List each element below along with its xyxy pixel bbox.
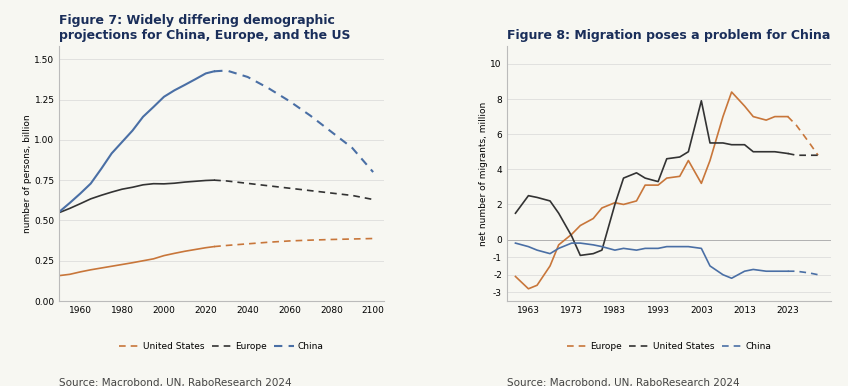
Text: Figure 7: Widely differing demographic
projections for China, Europe, and the US: Figure 7: Widely differing demographic p…	[59, 14, 351, 42]
Text: Figure 8: Migration poses a problem for China: Figure 8: Migration poses a problem for …	[507, 29, 830, 42]
Y-axis label: net number of migrants, million: net number of migrants, million	[478, 102, 488, 246]
Y-axis label: number of persons, billion: number of persons, billion	[23, 114, 31, 233]
Text: Source: Macrobond, UN, RaboResearch 2024: Source: Macrobond, UN, RaboResearch 2024	[59, 378, 292, 386]
Legend: United States, Europe, China: United States, Europe, China	[116, 339, 327, 355]
Legend: Europe, United States, China: Europe, United States, China	[563, 339, 774, 355]
Text: Source: Macrobond, UN, RaboResearch 2024: Source: Macrobond, UN, RaboResearch 2024	[507, 378, 739, 386]
